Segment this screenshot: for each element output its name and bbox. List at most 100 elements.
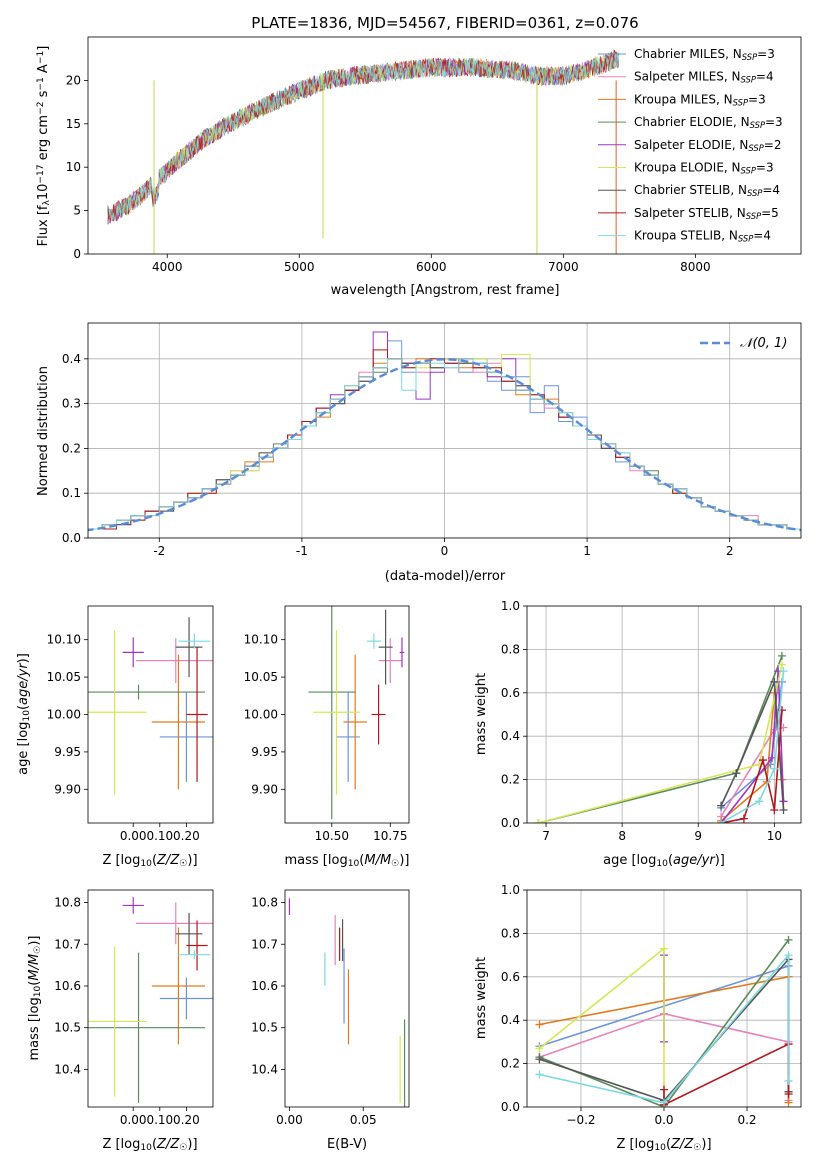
series-marker bbox=[784, 1089, 793, 1098]
y-tick-label: 0.4 bbox=[501, 1013, 520, 1027]
legend-label-kroupa-miles: Kroupa MILES, NSSP=3 bbox=[634, 92, 766, 107]
series-line bbox=[538, 946, 665, 1107]
series-marker bbox=[755, 797, 764, 806]
y-axis-label: mass weight bbox=[474, 957, 489, 1039]
y-tick-label: 0.3 bbox=[62, 397, 81, 411]
legend-label-chabrier-miles: Chabrier MILES, NSSP=3 bbox=[634, 47, 775, 62]
point-chabrier-miles bbox=[336, 692, 360, 782]
point-chabrier-elodie bbox=[88, 952, 206, 1103]
point-kroupa-miles bbox=[151, 927, 206, 1045]
series-kroupa-stelib bbox=[717, 667, 788, 823]
y-tick-label: 10.8 bbox=[251, 896, 278, 910]
point-kroupa-elodie bbox=[88, 946, 147, 1097]
axes-z_vs_massweight: −0.2 0.0 0.2 0.0 0.2 0.4 0.6 0.8 1.0 Z [log10(Z/Z… bbox=[474, 883, 802, 1153]
x-axis-label: (data-model)/error bbox=[385, 569, 506, 584]
point-salpeter-miles bbox=[135, 638, 213, 684]
y-tick-label: 10.6 bbox=[251, 979, 278, 993]
y-tick-label: 10.7 bbox=[54, 937, 81, 951]
legend-spectrum: Chabrier MILES, NSSP=3 Salpeter MILES, NS… bbox=[598, 47, 783, 244]
series-marker bbox=[779, 667, 788, 676]
plot-area-mass_vs_age bbox=[308, 606, 405, 820]
legend-residuals: 𝒩(0, 1) bbox=[700, 336, 787, 351]
y-tick-label: 0.2 bbox=[501, 1057, 520, 1071]
point-chabrier-elodie bbox=[308, 606, 356, 820]
x-tick-label: -1 bbox=[296, 544, 308, 558]
point-kroupa-stelib bbox=[178, 950, 211, 959]
x-tick-label: 10.50 bbox=[315, 829, 349, 843]
legend-label-kroupa-stelib: Kroupa STELIB, NSSP=4 bbox=[634, 229, 771, 244]
y-tick-label: 0.8 bbox=[501, 926, 520, 940]
y-axis-label: Flux [fλ10−17 erg cm−2 s−1 A−1] bbox=[36, 46, 52, 247]
y-tick-label: 10.05 bbox=[47, 670, 81, 684]
series-marker bbox=[534, 819, 543, 823]
x-axis-label: wavelength [Angstrom, rest frame] bbox=[331, 283, 560, 298]
x-tick-label: 4000 bbox=[152, 260, 183, 274]
plot-area-residuals bbox=[88, 323, 801, 538]
series-marker bbox=[779, 805, 788, 814]
axes-residuals: -2 -1 0 1 2 0.0 0.1 0.2 0.3 0.4 (data-model)/error… bbox=[36, 322, 802, 584]
x-axis-label: Z [log10(Z/Z☉)] bbox=[616, 1137, 711, 1153]
x-tick-label: 0.2 bbox=[737, 1113, 756, 1127]
point-chabrier-stelib bbox=[378, 609, 393, 685]
legend-label-kroupa-elodie: Kroupa ELODIE, NSSP=3 bbox=[634, 161, 774, 176]
series-marker bbox=[660, 1085, 668, 1094]
series-marker bbox=[660, 944, 668, 953]
y-tick-label: 10.5 bbox=[54, 1021, 81, 1035]
y-tick-label: 9.95 bbox=[251, 745, 278, 759]
point-salpeter-elodie bbox=[122, 637, 144, 668]
series-marker bbox=[784, 935, 793, 944]
y-tick-label: 0.0 bbox=[62, 531, 81, 545]
plot-area-ebv_vs_mass bbox=[288, 898, 406, 1107]
y-tick-label: 9.90 bbox=[54, 782, 81, 796]
series-marker bbox=[784, 1076, 793, 1085]
x-tick-label: -2 bbox=[153, 544, 165, 558]
y-tick-label: 0.6 bbox=[501, 686, 520, 700]
y-tick-label: 10.6 bbox=[54, 979, 81, 993]
figure-title: PLATE=1836, MJD=54567, FIBERID=0361, z=0… bbox=[251, 14, 638, 32]
x-tick-label: −0.2 bbox=[566, 1113, 595, 1127]
x-tick-label: 7000 bbox=[548, 260, 579, 274]
y-tick-label: 0.0 bbox=[501, 816, 520, 830]
axes-frame bbox=[284, 889, 410, 1108]
x-tick-label: 0.05 bbox=[350, 1113, 377, 1127]
y-tick-label: 9.95 bbox=[54, 745, 81, 759]
point-chabrier-stelib bbox=[175, 912, 203, 955]
x-axis-label: mass [log10(M/M☉)] bbox=[285, 853, 410, 869]
point-salpeter-miles bbox=[378, 638, 402, 684]
series-marker bbox=[770, 764, 779, 773]
y-tick-label: 0.2 bbox=[501, 773, 520, 787]
y-tick-label: 10.05 bbox=[244, 670, 278, 684]
series-line bbox=[663, 1042, 790, 1107]
series-marker bbox=[535, 1070, 544, 1079]
legend-label-chabrier-elodie: Chabrier ELODIE, NSSP=3 bbox=[634, 115, 783, 130]
y-tick-label: 5 bbox=[73, 204, 81, 218]
series-marker bbox=[784, 951, 793, 960]
y-axis-label: Normed distribution bbox=[36, 366, 51, 496]
series-marker bbox=[758, 756, 767, 765]
x-tick-label: 5000 bbox=[284, 260, 315, 274]
y-tick-label: 10.10 bbox=[47, 633, 81, 647]
series-marker bbox=[717, 801, 726, 810]
series-kroupa-stelib bbox=[535, 951, 793, 1107]
plot-area-age_vs_massweight bbox=[527, 606, 801, 823]
series-marker bbox=[535, 1055, 544, 1064]
histogram-kroupa-stelib bbox=[88, 358, 801, 538]
x-tick-label: 2 bbox=[726, 544, 734, 558]
y-tick-label: 10.4 bbox=[251, 1062, 278, 1076]
y-tick-label: 10.4 bbox=[54, 1062, 81, 1076]
point-salpeter-stelib bbox=[371, 684, 386, 745]
axes-frame bbox=[87, 36, 802, 255]
y-tick-label: 10 bbox=[66, 160, 81, 174]
x-tick-label: 0.00 bbox=[120, 829, 147, 843]
series-marker bbox=[732, 769, 741, 778]
x-tick-label: 10 bbox=[767, 829, 782, 843]
axes-spectrum: 4000 5000 6000 7000 8000 0 5 10 15 20 wavelength [… bbox=[36, 36, 802, 298]
x-tick-label: 0.20 bbox=[173, 1113, 200, 1127]
y-tick-label: 10.10 bbox=[244, 633, 278, 647]
x-tick-label: 0.20 bbox=[173, 829, 200, 843]
y-tick-label: 0.2 bbox=[62, 441, 81, 455]
series-marker bbox=[717, 819, 726, 823]
point-salpeter-elodie bbox=[122, 897, 144, 914]
x-tick-label: 0.00 bbox=[276, 1113, 303, 1127]
